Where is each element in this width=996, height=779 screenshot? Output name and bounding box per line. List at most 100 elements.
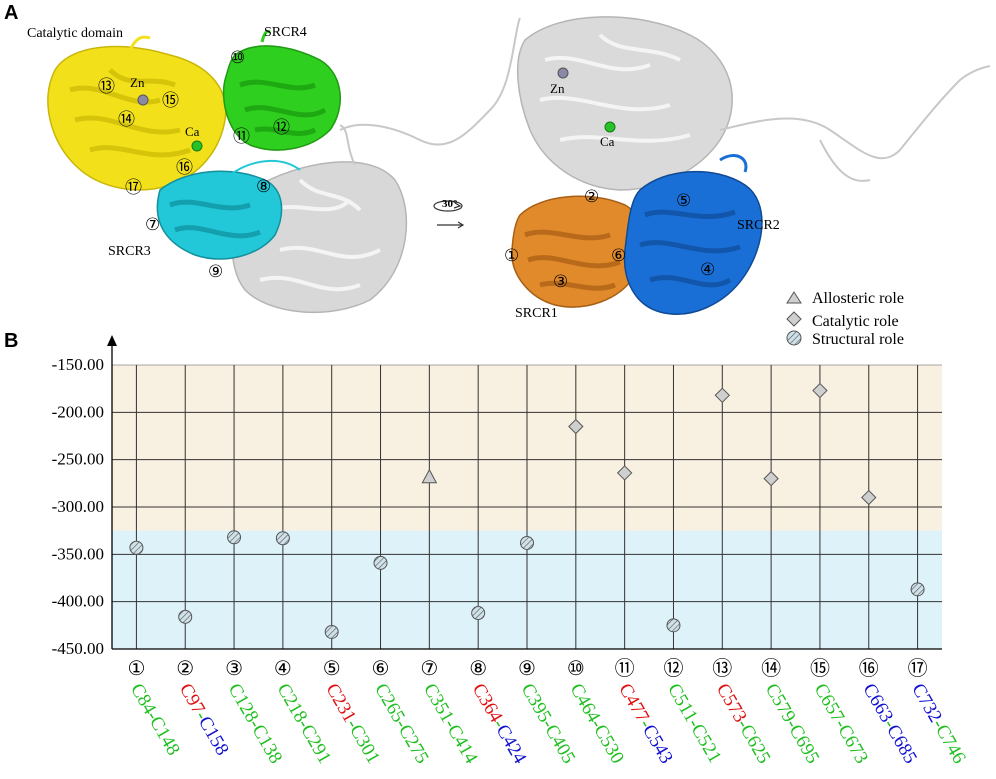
site-marker-17: ⑰ (125, 178, 142, 197)
ca-label-right: Ca (600, 134, 615, 149)
category-number: ⑧ (469, 658, 487, 680)
zn-label-left: Zn (130, 75, 145, 90)
y-tick-label: -400.00 (52, 592, 104, 611)
site-marker-4: ④ (700, 260, 715, 279)
category-number: ⑪ (615, 657, 635, 680)
category-label-segment: C746 (931, 721, 970, 767)
site-marker-2: ② (584, 187, 599, 206)
category-label: C84-C148 (126, 680, 184, 759)
category-label-segment: C521 (687, 721, 726, 767)
category-number: ② (176, 658, 194, 680)
legend-catalytic-label: Catalytic role (812, 313, 899, 330)
site-marker-3: ③ (553, 272, 568, 291)
structural-point (520, 535, 534, 550)
srcr3-label: SRCR3 (108, 244, 151, 259)
chart-axis (107, 335, 942, 650)
y-tick-label: -350.00 (52, 544, 104, 563)
structural-point (471, 606, 486, 621)
y-axis-arrow-icon (107, 335, 117, 346)
category-number: ③ (225, 658, 243, 680)
structural-point (178, 609, 193, 624)
panel-b-letter: B (4, 330, 19, 352)
category-label-segment: C673 (833, 721, 872, 767)
site-marker-14: ⑭ (118, 110, 135, 129)
category-label-segment: C625 (736, 721, 775, 767)
y-tick-label: -250.00 (52, 450, 104, 469)
legend: Allosteric role Catalytic role (786, 290, 904, 330)
site-marker-1: ① (504, 246, 519, 265)
category-number: ⑯ (859, 657, 879, 680)
category-number: ⑩ (567, 658, 585, 680)
category-number: ⑰ (908, 657, 928, 680)
allosteric-point (421, 468, 438, 484)
legend-triangle-icon (786, 291, 802, 304)
panel-a: A (0, 0, 996, 330)
rotation-indicator: 30° (433, 198, 465, 229)
category-label-segment: C414 (443, 721, 482, 768)
catalytic-point (763, 470, 779, 487)
category-number: ⑮ (810, 657, 830, 680)
srcr1-ribbon (511, 195, 643, 308)
chart-grid (112, 364, 942, 649)
category-label-segment: C424 (492, 721, 531, 768)
ca-ion-left (191, 140, 203, 152)
catalytic-point (616, 465, 633, 481)
y-tick-label: -450.00 (52, 639, 104, 658)
srcr4-label: SRCR4 (264, 25, 307, 40)
category-label-segment: C685 (882, 721, 921, 767)
legend-structural: Structural role (786, 330, 904, 348)
y-tick-labels: -150.00 -200.00 -250.00 -300.00 -350.00 -400.… (52, 355, 104, 658)
catalytic-point (812, 382, 828, 399)
site-marker-11: ⑪ (233, 127, 250, 146)
y-tick-label: -150.00 (52, 355, 104, 374)
structural-point (324, 624, 339, 639)
catalytic-point (861, 489, 877, 506)
structural-point (373, 555, 388, 570)
category-label-segment: C138 (247, 721, 286, 767)
legend-diamond-icon (786, 311, 802, 327)
category-number: ⑤ (323, 658, 341, 680)
site-marker-6: ⑥ (611, 246, 626, 265)
gray-tail-right (719, 65, 991, 160)
panel-a-letter: A (4, 2, 19, 24)
category-label-segment: C301 (345, 721, 384, 767)
site-marker-16: ⑯ (176, 158, 193, 177)
zn-label-right: Zn (550, 81, 565, 96)
site-marker-13: ⑬ (98, 77, 115, 96)
category-number: ⑭ (761, 657, 781, 680)
site-marker-15: ⑮ (162, 91, 179, 110)
site-marker-5: ⑤ (676, 191, 691, 210)
energy-scatter-chart: Structural role -150.00 -200.00 -250.00 -30… (52, 330, 970, 768)
catalytic-domain-label: Catalytic domain (27, 26, 123, 41)
site-marker-10: ⑩ (230, 48, 245, 67)
rotation-label: 30° (442, 198, 457, 210)
gray-domain-right (516, 16, 733, 191)
srcr2-label: SRCR2 (737, 218, 780, 233)
data-points (129, 382, 925, 639)
zn-ion-left (137, 94, 149, 106)
zn-ion-right (557, 67, 569, 79)
site-marker-8: ⑧ (256, 177, 271, 196)
panel-b: B Structural role -150.00 -200.00 -250.00-… (0, 330, 996, 774)
ca-ion-right (604, 121, 616, 133)
x-category-labels: ①C84-C148②C97-C158③C128-C138④C218-C291⑤C… (126, 657, 970, 768)
right-structure: Zn Ca SRCR2 SRCR1 ① ② ③ ④ ⑤ ⑥ (504, 16, 991, 321)
catalytic-point (568, 418, 584, 435)
category-label-segment: C695 (785, 721, 824, 767)
site-marker-12: ⑫ (273, 118, 290, 137)
category-label-segment: C275 (394, 721, 433, 767)
category-label-segment: C148 (145, 713, 184, 759)
gray-tail-left (339, 17, 521, 146)
site-marker-9: ⑨ (208, 262, 223, 281)
structural-point (910, 582, 925, 597)
legend-structural-label: Structural role (812, 331, 904, 348)
structural-point (666, 618, 681, 633)
category-number: ⑦ (420, 658, 438, 680)
structural-point (129, 540, 144, 555)
category-label-segment: C291 (296, 721, 335, 767)
protein-structure-figure: Catalytic domain SRCR4 SRCR3 Zn Ca ⑦ ⑧ ⑨… (27, 16, 991, 330)
category-number: ④ (274, 658, 292, 680)
srcr4-ribbon (222, 45, 341, 151)
catalytic-point (714, 387, 731, 404)
category-number: ⑬ (712, 657, 732, 680)
